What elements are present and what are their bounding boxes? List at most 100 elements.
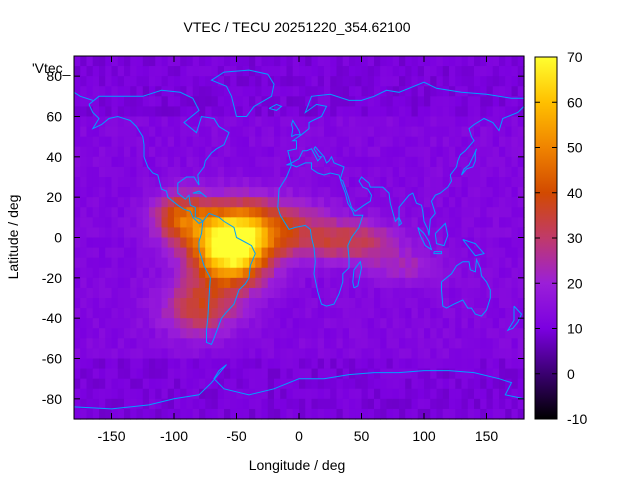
heatmap-cell (392, 398, 400, 410)
heatmap-cell (230, 146, 238, 158)
heatmap-cell (436, 207, 444, 218)
heatmap-cell (336, 217, 344, 229)
heatmap-cell (130, 277, 138, 289)
heatmap-cell (467, 318, 475, 329)
heatmap-cell (124, 237, 131, 249)
heatmap-cell (86, 247, 94, 259)
heatmap-cell (242, 378, 250, 390)
heatmap-cell (342, 267, 350, 279)
heatmap-cell (461, 378, 469, 390)
heatmap-cell (86, 207, 94, 218)
heatmap-cell (142, 368, 150, 380)
heatmap-cell (92, 267, 100, 279)
heatmap-cell (461, 166, 469, 178)
heatmap-cell (317, 156, 325, 168)
heatmap-cell (299, 328, 306, 339)
heatmap-cell (199, 106, 206, 118)
heatmap-cell (355, 298, 363, 309)
heatmap-cell (449, 156, 456, 168)
heatmap-cell (267, 308, 275, 319)
heatmap-cell (449, 298, 456, 309)
heatmap-cell (505, 237, 513, 249)
heatmap-cell (486, 166, 494, 178)
heatmap-cell (374, 358, 381, 370)
heatmap-cell (411, 187, 419, 198)
heatmap-cell (80, 96, 88, 108)
heatmap-cell (155, 136, 163, 148)
heatmap-cell (92, 116, 100, 128)
heatmap-cell (130, 398, 138, 410)
heatmap-cell (392, 348, 400, 360)
heatmap-cell (417, 388, 425, 400)
heatmap-cell (324, 166, 331, 178)
heatmap-cell (442, 156, 450, 168)
colorbar-tick-label: 30 (567, 230, 583, 246)
heatmap-cell (392, 338, 400, 350)
heatmap-cell (124, 197, 131, 208)
heatmap-cell (305, 56, 313, 67)
heatmap-cell (255, 358, 263, 370)
heatmap-cell (511, 237, 519, 249)
heatmap-cell (230, 277, 238, 289)
heatmap-cell (249, 348, 256, 360)
heatmap-cell (499, 56, 506, 67)
heatmap-cell (336, 56, 344, 67)
heatmap-cell (361, 116, 369, 128)
heatmap-cell (317, 187, 325, 198)
heatmap-cell (367, 408, 375, 420)
heatmap-cell (161, 388, 169, 400)
heatmap-cell (224, 308, 231, 319)
heatmap-cell (392, 287, 400, 299)
heatmap-cell (155, 217, 163, 229)
heatmap-cell (442, 267, 450, 279)
heatmap-cell (380, 338, 388, 350)
heatmap-cell (261, 227, 269, 239)
heatmap-cell (142, 86, 150, 97)
heatmap-cell (211, 136, 219, 148)
heatmap-cell (392, 166, 400, 178)
heatmap-cell (211, 277, 219, 289)
heatmap-cell (111, 156, 119, 168)
heatmap-cell (180, 66, 188, 77)
heatmap-cell (142, 96, 150, 108)
heatmap-cell (286, 257, 294, 269)
heatmap-cell (149, 408, 156, 420)
heatmap-cell (511, 358, 519, 370)
heatmap-cell (167, 146, 175, 158)
heatmap-cell (174, 126, 181, 138)
heatmap-cell (492, 197, 500, 208)
heatmap-cell (499, 146, 506, 158)
heatmap-cell (74, 358, 81, 370)
coastline-path (73, 364, 525, 410)
heatmap-cell (236, 318, 244, 329)
heatmap-cell (286, 358, 294, 370)
heatmap-cell (274, 237, 281, 249)
heatmap-cell (149, 146, 156, 158)
heatmap-cell (392, 146, 400, 158)
heatmap-cell (492, 277, 500, 289)
heatmap-cell (267, 237, 275, 249)
heatmap-cell (224, 328, 231, 339)
heatmap-cell (386, 66, 394, 77)
heatmap-cell (174, 227, 181, 239)
heatmap-cell (411, 166, 419, 178)
heatmap-cell (80, 66, 88, 77)
heatmap-cell (505, 197, 513, 208)
heatmap-cell (355, 126, 363, 138)
heatmap-cell (117, 257, 125, 269)
x-tick-label: -50 (226, 428, 246, 444)
heatmap-cell (155, 257, 163, 269)
heatmap-cell (317, 126, 325, 138)
heatmap-cell (392, 267, 400, 279)
heatmap-cell (74, 177, 81, 188)
heatmap-cell (442, 106, 450, 118)
heatmap-cell (274, 388, 281, 400)
heatmap-cell (430, 217, 438, 229)
heatmap-cell (311, 358, 319, 370)
heatmap-cell (236, 298, 244, 309)
heatmap-cell (292, 177, 300, 188)
heatmap-cell (174, 368, 181, 380)
heatmap-cell (267, 408, 275, 420)
heatmap-cell (292, 116, 300, 128)
heatmap-cell (499, 76, 506, 87)
